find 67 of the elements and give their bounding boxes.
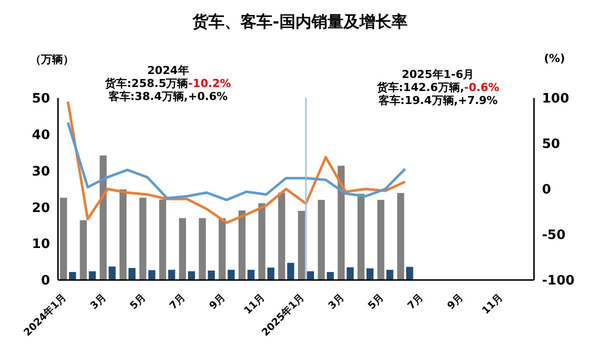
bar [338,166,345,280]
y-axis-title: （万辆） [30,52,74,67]
line-series [66,121,406,202]
bar [307,271,314,280]
y-tick-label: 30 [32,164,50,180]
x-tick-label: 5月 [366,292,386,312]
bar [366,268,374,280]
bar [60,198,67,280]
y-tick-label: 0 [40,274,50,289]
bar [358,194,364,280]
x-tick-label: 3月 [88,292,108,312]
text: 货车:142.6万辆,-0.6% [376,81,500,94]
annotation: 客车:38.4万辆,+0.6% [108,90,228,103]
bar [326,272,334,280]
bar [218,218,226,280]
x-tick-label: 9月 [208,292,228,312]
y2-tick-label: -50 [542,228,566,244]
annotation: 客车:19.4万辆,+7.9% [378,94,498,107]
chart-title: 货车、客车-国内销量及增长率 [192,12,408,33]
bar [100,156,107,280]
bar [397,193,404,280]
bar [69,272,76,280]
x-tick-label: 7月 [406,292,426,312]
text: 2024年 [147,64,189,77]
y-tick-label: 20 [32,200,50,216]
bar [88,271,96,280]
bar [346,267,354,280]
y2-axis-title: (%) [544,52,566,65]
bar [267,268,274,280]
x-tick-label: 3月 [326,292,346,312]
bar [188,271,195,280]
text: 货车:258.5万辆-10.2% [105,77,231,90]
bar [80,220,87,280]
y2-tick-label: 0 [542,182,552,198]
y2-tick-label: 50 [542,137,560,152]
bar [238,210,246,280]
bar [287,262,294,280]
bar [139,198,146,280]
bar [228,270,235,280]
x-tick-label: 7月 [168,292,188,312]
bar [128,268,136,280]
bar [298,210,305,280]
text: 2025年1-6月 [402,68,474,81]
bar [278,192,286,280]
bar [258,203,266,280]
y-tick-label: 40 [32,128,50,144]
x-tick-label: 5月 [128,292,148,312]
bar [318,200,325,280]
bar [168,270,176,280]
bar [386,270,394,280]
bar [198,218,206,280]
bar [208,270,215,280]
x-tick-label: 9月 [446,292,466,312]
bar [377,200,384,280]
y2-tick-label: -100 [542,274,575,289]
bar [248,270,254,280]
bar [148,270,156,280]
bar [108,266,116,280]
bar [406,266,414,280]
y2-tick-label: 100 [542,92,570,107]
x-tick-label: 11月 [242,292,268,317]
bar [159,200,166,280]
bar [120,189,126,280]
y-tick-label: 10 [32,237,50,252]
x-tick-label: 11月 [480,292,506,317]
y-tick-label: 50 [32,92,50,107]
bar [179,218,186,280]
